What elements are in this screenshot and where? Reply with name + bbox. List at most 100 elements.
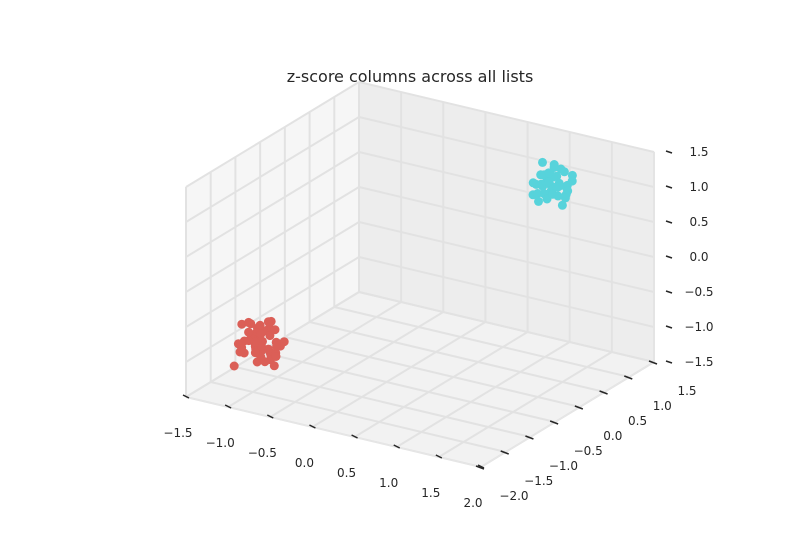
cluster-2-point: [567, 170, 577, 180]
cluster-2-point: [544, 168, 554, 178]
cluster-1-point: [272, 341, 282, 351]
x-tick-label: 0.5: [337, 466, 356, 480]
cluster-2-point: [553, 191, 563, 201]
y-tick-mark: [599, 390, 608, 395]
y-tick-label: 1.5: [677, 384, 696, 398]
grid-line: [210, 381, 506, 453]
z-tick-label: −1.0: [684, 320, 713, 334]
grid-line: [259, 351, 556, 423]
grid-line: [309, 321, 605, 393]
y-tick-mark: [500, 450, 509, 455]
y-tick-label: −0.5: [574, 444, 603, 458]
z-tick-mark: [665, 150, 673, 154]
grid-line: [185, 186, 360, 293]
grid-line: [311, 321, 486, 428]
grid-line: [354, 331, 529, 438]
z-tick-mark: [665, 360, 673, 364]
cluster-1-point: [237, 319, 247, 329]
cluster-1-point: [256, 329, 266, 339]
grid-line: [185, 81, 360, 188]
x-tick-label: 1.5: [421, 486, 440, 500]
x-axis-line: [185, 396, 482, 468]
z-tick-mark: [665, 325, 673, 329]
cluster-1-point: [265, 331, 275, 341]
y-tick-label: −1.0: [549, 459, 578, 473]
tick-labels: −1.5−1.0−0.50.00.51.01.52.0 −2.0−1.5−1.0−…: [163, 145, 713, 510]
cluster-1-point: [250, 348, 260, 358]
grid-line: [227, 301, 402, 408]
x-tick-label: 2.0: [463, 496, 482, 510]
cluster-2-point: [534, 196, 543, 206]
cluster-2-point: [544, 177, 554, 187]
cluster-1-point: [244, 317, 254, 327]
x-tick-label: −1.0: [206, 436, 235, 450]
grid-line: [358, 256, 655, 328]
cluster-2-point: [549, 163, 559, 172]
x-tick-mark: [266, 414, 274, 419]
cluster-1-point: [229, 361, 239, 371]
y-tick-mark: [525, 435, 534, 440]
z-tick-label: 1.5: [689, 145, 708, 159]
cluster-2-point: [528, 178, 538, 188]
x-tick-label: 0.0: [295, 456, 314, 470]
grid-line: [185, 151, 360, 258]
cluster-2-point: [560, 193, 570, 203]
cluster-2-point: [563, 186, 573, 196]
y-tick-mark: [574, 405, 584, 410]
cluster-1-point: [260, 357, 270, 367]
z-tick-label: −1.5: [684, 355, 713, 369]
cluster-1-point: [244, 327, 254, 337]
y-tick-label: −2.0: [499, 489, 528, 503]
cluster-2-point: [557, 200, 567, 210]
y-axis-line: [480, 361, 655, 468]
z-tick-mark: [665, 255, 673, 259]
x-tick-mark: [351, 434, 358, 439]
x-tick-label: −1.5: [163, 426, 192, 440]
x-tick-mark: [224, 404, 232, 409]
z-tick-mark: [665, 185, 673, 189]
grid-line: [284, 336, 581, 408]
cluster-1-point: [257, 341, 266, 351]
x-tick-mark: [477, 464, 485, 469]
x-tick-label: −0.5: [248, 446, 277, 460]
y-tick-mark: [624, 375, 633, 380]
cluster-1-point: [244, 336, 254, 346]
z-tick-mark: [665, 220, 673, 224]
cluster-2-point: [552, 182, 562, 192]
cluster-1-point: [271, 352, 281, 361]
grid-line: [358, 116, 655, 188]
x-tick-label: 1.0: [379, 476, 398, 490]
x-tick-mark: [435, 454, 443, 459]
grid-line: [358, 81, 655, 153]
z-tick-label: 0.5: [689, 215, 708, 229]
cluster-1-point: [255, 320, 265, 330]
cluster-2-point: [536, 170, 546, 180]
z-tick-label: 1.0: [689, 180, 708, 194]
x-tick-mark: [393, 444, 401, 449]
cluster-2-point: [556, 164, 566, 174]
cluster-1-point: [236, 339, 246, 349]
chart-title: z-score columns across all lists: [287, 67, 534, 86]
y-tick-mark: [549, 420, 559, 425]
y-tick-label: 0.0: [603, 429, 622, 443]
z-tick-label: −0.5: [684, 285, 713, 299]
z-tick-label: 0.0: [689, 250, 708, 264]
grid-line: [358, 291, 655, 363]
x-tick-mark: [309, 424, 316, 429]
y-tick-label: 1.0: [653, 399, 672, 413]
grid-line: [358, 186, 655, 258]
grid-line: [235, 366, 531, 438]
z-tick-mark: [665, 290, 673, 294]
y-tick-label: −1.5: [524, 474, 553, 488]
grid-line: [185, 221, 360, 328]
y-tick-label: 0.5: [628, 414, 647, 428]
grid-line: [396, 341, 571, 448]
cluster-2-point: [538, 157, 547, 167]
grid-line: [334, 306, 630, 378]
cluster-1-point: [270, 325, 280, 335]
grid-line: [358, 221, 655, 293]
grid-line: [269, 311, 444, 418]
grid-line: [185, 116, 360, 223]
y-tick-mark: [648, 360, 658, 365]
